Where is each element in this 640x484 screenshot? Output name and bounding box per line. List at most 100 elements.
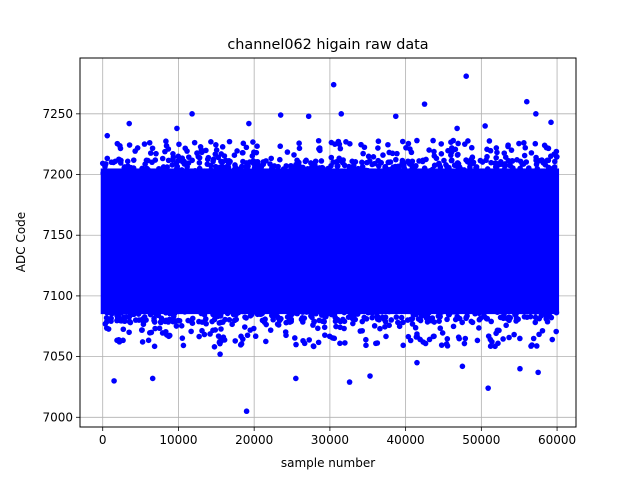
data-point — [122, 171, 129, 177]
data-point — [250, 139, 256, 145]
data-point — [201, 311, 208, 318]
data-point — [426, 336, 433, 343]
data-point — [252, 333, 259, 340]
data-point — [221, 169, 227, 175]
data-point — [141, 141, 148, 147]
data-point — [416, 158, 422, 164]
data-point — [359, 318, 366, 325]
data-point — [254, 143, 260, 149]
data-point — [232, 338, 239, 344]
data-point — [421, 171, 428, 177]
data-point — [528, 343, 534, 349]
data-point — [349, 315, 355, 321]
data-point — [426, 147, 432, 153]
data-point — [281, 167, 288, 174]
data-point — [409, 321, 416, 327]
data-point — [210, 327, 216, 334]
data-point — [437, 325, 444, 332]
data-point — [431, 333, 437, 340]
data-point — [466, 170, 473, 176]
data-point — [474, 337, 481, 344]
data-point — [492, 343, 498, 350]
data-point — [226, 138, 233, 145]
data-point — [145, 157, 151, 164]
data-point — [152, 325, 158, 332]
data-point — [532, 319, 539, 326]
data-point — [479, 159, 486, 165]
data-point — [376, 316, 382, 323]
data-point — [518, 308, 525, 315]
data-point — [506, 317, 512, 324]
data-point — [139, 339, 146, 345]
data-point — [234, 148, 240, 154]
data-point — [263, 338, 269, 345]
data-point — [361, 144, 368, 151]
data-point — [218, 326, 224, 332]
data-point — [130, 157, 137, 163]
data-point — [373, 340, 379, 347]
data-point — [551, 151, 558, 157]
data-point — [461, 141, 468, 147]
data-point — [152, 157, 159, 163]
data-point — [118, 157, 124, 164]
data-point — [208, 306, 214, 312]
data-point — [431, 148, 437, 155]
data-point — [300, 337, 306, 344]
data-point — [197, 167, 203, 173]
data-point — [151, 343, 158, 350]
data-point — [340, 168, 346, 175]
data-point — [395, 308, 401, 314]
data-point — [533, 343, 540, 349]
data-point — [412, 324, 419, 331]
data-point — [522, 144, 529, 151]
data-point — [463, 73, 469, 80]
data-point — [353, 305, 359, 311]
data-point — [468, 156, 475, 163]
data-point — [383, 333, 389, 340]
data-point — [293, 310, 299, 316]
data-point — [318, 158, 325, 164]
data-point — [245, 163, 251, 169]
data-point — [181, 309, 188, 315]
data-point — [102, 321, 109, 327]
data-point — [398, 314, 405, 321]
data-point — [468, 144, 475, 151]
data-point — [277, 156, 283, 163]
data-point — [120, 326, 127, 333]
data-point — [438, 342, 445, 348]
data-point — [417, 336, 423, 343]
data-point — [439, 308, 446, 315]
data-point — [126, 318, 133, 325]
x-tick-label: 60000 — [538, 433, 576, 447]
data-point — [498, 159, 504, 165]
data-point — [532, 140, 539, 147]
data-point — [369, 310, 376, 316]
data-point — [283, 319, 289, 326]
data-point — [396, 323, 403, 330]
data-point — [541, 309, 548, 316]
data-point — [461, 340, 468, 347]
data-point — [268, 155, 274, 162]
data-point — [435, 313, 442, 319]
data-point — [322, 332, 328, 338]
data-point — [493, 145, 500, 151]
data-point — [507, 170, 514, 177]
data-point — [501, 311, 507, 318]
data-point — [151, 315, 157, 322]
data-point — [547, 306, 554, 313]
data-point — [392, 113, 399, 120]
data-point — [178, 323, 185, 329]
data-point — [284, 149, 291, 155]
data-point — [509, 158, 516, 164]
data-point — [485, 385, 491, 391]
data-point — [476, 171, 482, 177]
y-tick-label: 7000 — [42, 410, 73, 424]
data-point — [338, 111, 345, 117]
data-point — [277, 112, 284, 118]
data-point — [506, 334, 512, 341]
data-point — [553, 309, 560, 316]
data-point — [192, 168, 198, 174]
data-point — [486, 170, 493, 177]
data-point — [270, 316, 276, 323]
